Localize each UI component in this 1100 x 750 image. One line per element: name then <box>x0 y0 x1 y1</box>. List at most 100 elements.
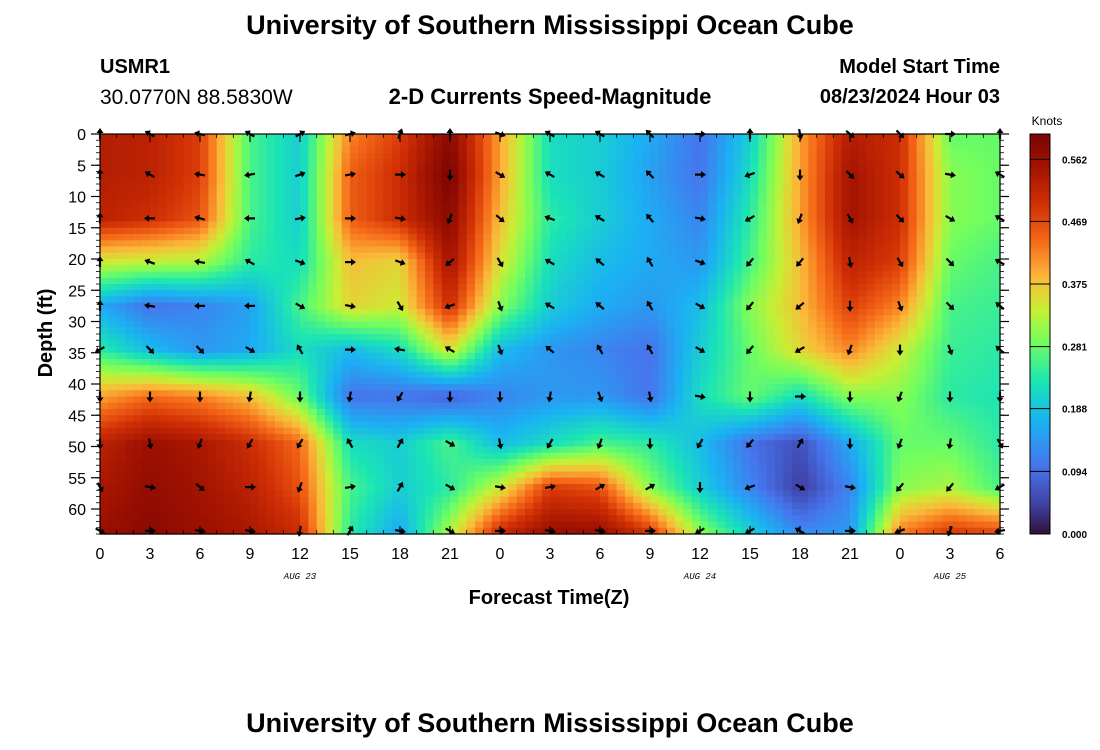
heat-cell <box>475 365 484 373</box>
heat-cell <box>150 309 159 316</box>
heat-cell <box>666 202 676 210</box>
heat-cell <box>625 359 634 366</box>
heat-cell <box>566 209 576 216</box>
heat-cell <box>875 184 884 191</box>
heat-cell <box>191 209 201 216</box>
heat-cell <box>958 409 968 416</box>
heat-cell <box>675 209 684 216</box>
heat-cell <box>916 240 926 248</box>
heat-cell <box>916 152 926 160</box>
heat-cell <box>416 271 426 279</box>
heat-cell <box>791 377 801 385</box>
heat-cell <box>433 415 443 423</box>
heat-cell <box>433 234 443 241</box>
heat-cell <box>441 152 451 160</box>
heat-cell <box>708 371 718 379</box>
heat-cell <box>183 296 193 304</box>
heat-cell <box>233 390 243 398</box>
heat-cell <box>925 315 934 323</box>
heat-cell <box>933 146 943 154</box>
heat-cell <box>650 321 659 329</box>
heat-cell <box>375 321 384 329</box>
heat-cell <box>558 177 568 185</box>
heat-cell <box>558 321 568 329</box>
heat-cell <box>141 265 151 273</box>
heat-cell <box>466 215 476 223</box>
heat-cell <box>841 171 851 179</box>
heat-cell <box>108 240 118 248</box>
heat-cell <box>416 221 426 229</box>
heat-cell <box>333 146 343 154</box>
heat-cell <box>500 359 509 366</box>
heat-cell <box>991 246 1001 254</box>
heat-cell <box>525 159 534 166</box>
heat-cell <box>616 384 626 391</box>
heat-cell <box>375 290 384 298</box>
heat-cell <box>916 315 926 323</box>
heat-cell <box>325 346 334 354</box>
heat-cell <box>491 409 501 416</box>
heat-cell <box>133 134 143 141</box>
heat-cell <box>458 265 468 273</box>
heat-cell <box>425 402 434 410</box>
heat-cell <box>358 209 368 216</box>
heat-cell <box>200 352 209 360</box>
heat-cell <box>183 390 193 398</box>
heat-cell <box>391 409 401 416</box>
heat-cell <box>141 277 151 285</box>
heat-cell <box>183 421 193 429</box>
heat-cell <box>983 196 993 204</box>
heat-cell <box>941 246 951 254</box>
heat-cell <box>650 390 659 398</box>
heat-cell <box>675 271 684 279</box>
heat-cell <box>458 152 468 160</box>
heat-cell <box>108 165 118 173</box>
heat-cell <box>900 346 909 354</box>
heat-cell <box>575 371 584 379</box>
heat-cell <box>658 309 668 316</box>
heat-cell <box>933 196 943 204</box>
heat-cell <box>633 327 643 335</box>
heat-cell <box>983 384 993 391</box>
heat-cell <box>208 352 218 360</box>
heat-cell <box>650 146 659 154</box>
heat-cell <box>725 277 734 285</box>
heat-cell <box>183 184 193 191</box>
heat-cell <box>508 302 518 310</box>
heat-cell <box>716 352 726 360</box>
heat-cell <box>591 327 601 335</box>
heat-cell <box>416 315 426 323</box>
heat-cell <box>658 384 668 391</box>
heat-cell <box>966 377 976 385</box>
heat-cell <box>575 221 584 229</box>
heat-cell <box>483 159 493 166</box>
heat-cell <box>900 196 909 204</box>
heat-cell <box>941 390 951 398</box>
heat-cell <box>625 259 634 266</box>
heat-cell <box>566 252 576 260</box>
heat-cell <box>150 146 159 154</box>
heat-cell <box>358 140 368 148</box>
heat-cell <box>416 327 426 335</box>
heat-cell <box>125 190 134 198</box>
heat-cell <box>491 184 501 191</box>
heat-cell <box>200 165 209 173</box>
heat-cell <box>475 140 484 148</box>
heat-cell <box>841 221 851 229</box>
heat-cell <box>950 277 959 285</box>
heat-cell <box>600 152 609 160</box>
heat-cell <box>416 171 426 179</box>
heat-cell <box>266 346 276 354</box>
heat-cell <box>425 259 434 266</box>
heat-cell <box>433 152 443 160</box>
heat-cell <box>150 227 159 235</box>
heat-cell <box>758 290 768 298</box>
heat-cell <box>475 390 484 398</box>
heat-cell <box>258 259 268 266</box>
heat-cell <box>866 309 876 316</box>
heat-cell <box>375 284 384 291</box>
heat-cell <box>175 321 184 329</box>
heat-cell <box>566 402 576 410</box>
heat-cell <box>191 321 201 329</box>
heat-cell <box>808 315 818 323</box>
